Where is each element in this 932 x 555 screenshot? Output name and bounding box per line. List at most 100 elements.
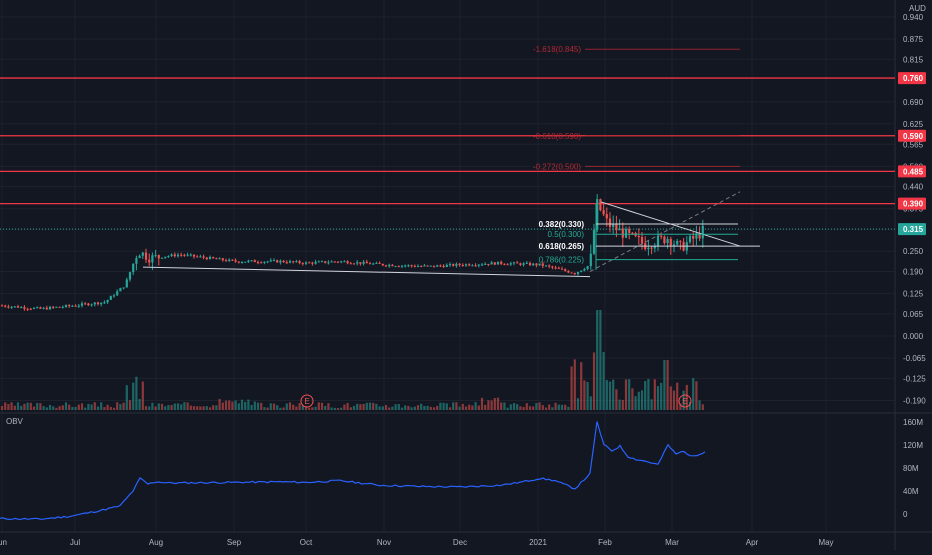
volume-bar: [548, 404, 551, 410]
volume-bar: [7, 404, 10, 410]
volume-bar: [426, 405, 429, 410]
time-tick-label: Feb: [598, 538, 612, 547]
earnings-marker: [300, 394, 314, 408]
candle-body: [112, 295, 116, 297]
volume-bar: [509, 404, 512, 410]
earnings-marker-label: E: [304, 397, 309, 406]
candle-body: [692, 235, 695, 239]
candle-body: [199, 256, 202, 258]
volume-bar: [583, 380, 586, 410]
candle-body: [628, 228, 631, 233]
candle-body: [103, 302, 106, 304]
candle-body: [266, 261, 269, 263]
candle-body: [660, 235, 663, 237]
volume-bar: [141, 381, 144, 410]
obv-pane: OBV: [0, 417, 706, 521]
candle-body: [557, 267, 560, 269]
volume-bar: [186, 402, 189, 410]
volume-bar: [589, 396, 592, 410]
candle-body: [234, 260, 237, 262]
price-tick-label: 0.875: [903, 35, 924, 44]
volume-bar: [29, 402, 32, 410]
candle-body: [359, 262, 362, 264]
candle-body: [388, 264, 391, 267]
volume-bar: [87, 403, 90, 410]
volume-bar: [244, 401, 247, 410]
candle-body: [154, 255, 157, 257]
candle-body: [160, 257, 164, 259]
volume-bar: [272, 403, 276, 410]
candle-body: [173, 254, 176, 257]
currency-label: AUD: [909, 4, 926, 13]
candle-body: [512, 262, 516, 264]
candle-body: [384, 265, 388, 267]
candle-body: [138, 255, 141, 259]
volume-bar: [519, 406, 522, 410]
volume-bar: [320, 402, 324, 410]
volume-bar: [215, 405, 218, 410]
volume-bar: [154, 406, 157, 410]
candle-body: [589, 253, 592, 267]
volume-bar: [420, 403, 423, 410]
volume-bar: [640, 390, 644, 410]
candle-body: [580, 270, 583, 272]
candle-body: [324, 261, 327, 263]
volume-bar: [672, 390, 676, 410]
candle-body: [36, 307, 39, 309]
volume-bar: [196, 406, 199, 410]
price-tick-label: 0.065: [903, 310, 924, 319]
volume-bar: [71, 406, 74, 410]
volume-bar: [282, 407, 285, 410]
candle-body: [663, 236, 666, 244]
price-tick-label: 0.565: [903, 140, 924, 149]
candle-body: [311, 262, 314, 264]
volume-bar: [647, 378, 650, 410]
candle-body: [532, 263, 535, 266]
volume-bar: [695, 381, 698, 410]
candle-body: [221, 258, 224, 261]
volume-bar: [464, 406, 468, 410]
volume-bar: [634, 396, 637, 410]
obv-tick-label: 160M: [903, 418, 923, 427]
candle-body: [458, 263, 461, 265]
candle-body: [576, 271, 580, 275]
drawings: 0.382(0.330)0.5(0.300) 0.618(0.265) 0.786(…: [142, 45, 760, 408]
volume-bar: [493, 398, 496, 410]
candle-body: [304, 262, 308, 264]
candle-body: [164, 256, 167, 258]
volume-bar: [93, 402, 96, 410]
candle-body: [624, 228, 628, 238]
candle-body: [39, 307, 42, 309]
volume-bar: [183, 402, 186, 410]
volume-bar: [138, 398, 141, 410]
volume-bar: [423, 405, 426, 410]
volume-bar: [109, 406, 112, 410]
volume-bar: [122, 402, 125, 410]
volume-bar: [375, 403, 378, 410]
candle-body: [327, 262, 330, 264]
volume-bar: [452, 402, 455, 410]
volume-bar: [487, 400, 490, 410]
candle-body: [180, 254, 183, 256]
volume-bar: [525, 403, 528, 410]
candle-body: [244, 261, 247, 263]
candle-body: [141, 252, 144, 256]
volume-bar: [189, 405, 192, 410]
volume-bar: [13, 405, 16, 410]
candle-body: [269, 260, 272, 262]
obv-tick-label: 120M: [903, 441, 923, 450]
candle-body: [640, 237, 644, 244]
volume-bar: [311, 407, 314, 410]
candle-body: [122, 287, 125, 289]
candle-body: [285, 262, 288, 264]
candle-body: [144, 252, 148, 260]
volume-bar: [327, 403, 330, 410]
volume-bar: [503, 402, 506, 410]
volume-bar: [500, 402, 503, 410]
candle-body: [464, 264, 468, 266]
candle-body: [48, 306, 52, 310]
candle-body: [442, 265, 445, 267]
